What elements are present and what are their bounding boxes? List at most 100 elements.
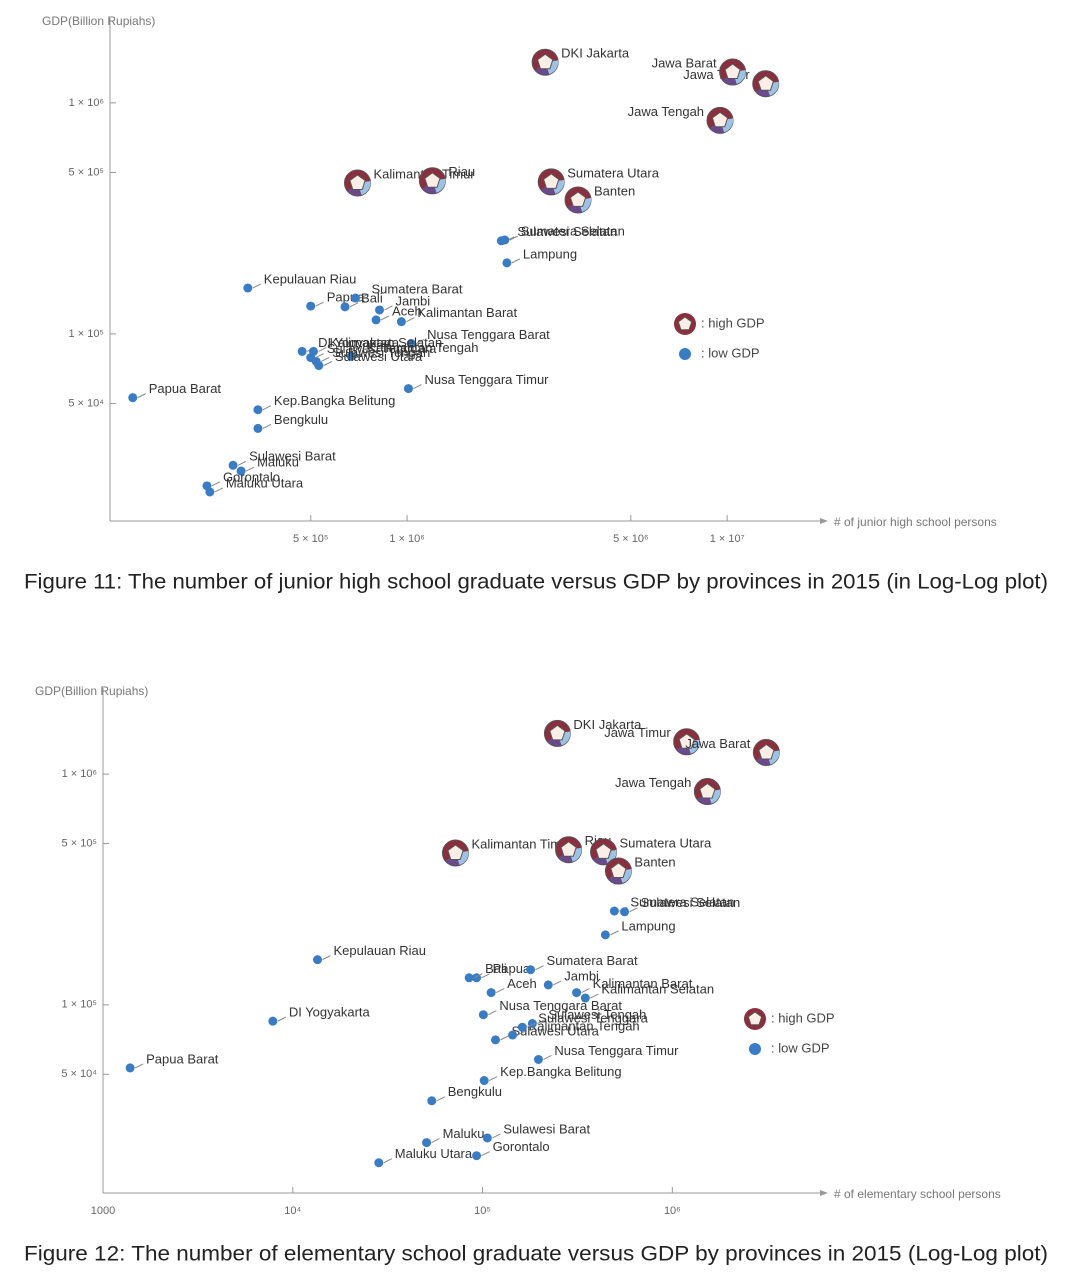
x-tick-label: 5 × 10⁶ bbox=[613, 533, 648, 545]
y-tick-label: 5 × 10⁴ bbox=[68, 397, 104, 409]
point-label: Bengkulu bbox=[274, 412, 328, 427]
low-gdp-marker bbox=[253, 405, 263, 415]
label-leader bbox=[553, 980, 562, 986]
point-label: Sulawesi Selatan bbox=[641, 895, 741, 910]
point-label: Nusa Tenggara Barat bbox=[499, 998, 622, 1013]
point-label: Sulawesi Barat bbox=[503, 1121, 590, 1136]
point-label: Sulawesi Tenggara bbox=[327, 341, 437, 356]
point-label: Sulawesi Barat bbox=[249, 449, 336, 464]
label-leader bbox=[134, 1063, 144, 1069]
low-gdp-marker bbox=[371, 315, 381, 325]
low-gdp-marker bbox=[482, 1133, 492, 1143]
label-leader bbox=[436, 1096, 445, 1102]
point-label: Sumatera Selatan bbox=[521, 223, 625, 238]
legend-label: : low GDP bbox=[701, 345, 760, 360]
label-leader bbox=[535, 965, 544, 971]
chart: GDP(Billion Rupiahs) # of elementary scho… bbox=[24, 684, 1048, 1265]
point-label: Lampung bbox=[621, 918, 675, 933]
label-leader bbox=[320, 357, 330, 362]
point-label: Jawa Timur bbox=[604, 725, 671, 740]
point-label: Kalimantan Tengah bbox=[529, 1018, 640, 1033]
label-leader bbox=[500, 1035, 509, 1041]
label-leader bbox=[488, 1076, 498, 1081]
low-gdp-marker bbox=[243, 283, 253, 293]
y-tick-label: 1 × 10⁶ bbox=[62, 768, 97, 780]
legend-label: : low GDP bbox=[771, 1040, 830, 1055]
label-leader bbox=[610, 930, 619, 936]
label-leader bbox=[214, 487, 224, 493]
label-leader bbox=[211, 481, 221, 487]
point-label: Kalimantan Selatan bbox=[601, 981, 714, 996]
x-tick-label: 10⁴ bbox=[284, 1205, 301, 1217]
point-label: Jawa Barat bbox=[652, 55, 717, 70]
label-leader bbox=[495, 988, 505, 994]
low-gdp-marker bbox=[125, 1063, 135, 1073]
low-gdp-marker bbox=[472, 1151, 482, 1161]
point-label: Kepulauan Riau bbox=[264, 271, 357, 286]
point-label: Kalimantan Selatan bbox=[329, 335, 442, 350]
low-gdp-marker bbox=[526, 965, 536, 975]
label-leader bbox=[581, 988, 590, 994]
marker-face bbox=[549, 724, 566, 741]
label-leader bbox=[406, 317, 415, 323]
low-gdp-marker bbox=[313, 955, 323, 965]
point-label: Sumatera Utara bbox=[620, 835, 713, 850]
point-label: Jambi bbox=[564, 968, 599, 983]
label-leader bbox=[349, 302, 359, 308]
label-leader bbox=[323, 361, 333, 366]
point-label: Riau bbox=[448, 164, 475, 179]
marker-face bbox=[447, 844, 464, 860]
label-leader bbox=[356, 351, 365, 357]
axis-arrow bbox=[820, 518, 828, 524]
figure-caption: Figure 11: The number of junior high sch… bbox=[24, 571, 1048, 594]
label-leader bbox=[318, 346, 327, 352]
low-gdp-marker bbox=[427, 1096, 437, 1106]
y-tick-label: 5 × 10⁵ bbox=[69, 166, 104, 178]
label-leader bbox=[509, 235, 519, 241]
y-axis-label: GDP(Billion Rupiahs) bbox=[35, 684, 148, 698]
point-label: Banten bbox=[634, 854, 675, 869]
high-gdp-marker bbox=[604, 857, 632, 885]
low-gdp-marker bbox=[572, 988, 582, 998]
marker-face bbox=[560, 841, 577, 857]
label-leader bbox=[245, 466, 255, 472]
label-leader bbox=[473, 973, 483, 979]
label-leader bbox=[384, 305, 393, 311]
point-label: Kepulauan Riau bbox=[334, 943, 427, 958]
point-label: Banten bbox=[594, 183, 635, 198]
x-axis-label: # of junior high school persons bbox=[834, 515, 997, 529]
label-leader bbox=[237, 460, 247, 466]
low-gdp-marker bbox=[340, 302, 350, 312]
point-label: Kalimantan Barat bbox=[417, 305, 517, 320]
swatch-face bbox=[677, 316, 693, 331]
point-label: Bali bbox=[361, 290, 383, 305]
point-label: Sumatera Selatan bbox=[630, 894, 734, 909]
label-leader bbox=[252, 283, 262, 289]
point-label: Sulawesi Tenggara bbox=[538, 1011, 648, 1026]
low-gdp-marker bbox=[253, 423, 263, 433]
label-leader bbox=[492, 1133, 501, 1139]
point-label: DKI Jakarta bbox=[573, 717, 642, 732]
low-gdp-marker bbox=[374, 305, 384, 315]
x-tick-label: 1 × 10⁷ bbox=[710, 533, 745, 545]
point-label: Sulawesi Tengah bbox=[548, 1007, 646, 1022]
point-label: Gorontalo bbox=[493, 1139, 550, 1154]
point-label: Bali bbox=[485, 961, 507, 976]
x-axis-label: # of elementary school persons bbox=[834, 1187, 1001, 1201]
x-tick-label: 5 × 10⁵ bbox=[293, 533, 328, 545]
point-label: Maluku bbox=[257, 454, 299, 469]
marker-face bbox=[543, 173, 560, 189]
low-gdp-marker bbox=[543, 980, 553, 990]
high-gdp-marker bbox=[693, 778, 721, 806]
label-leader bbox=[413, 384, 422, 390]
marker-face bbox=[349, 174, 366, 190]
point-label: Nusa Tenggara Timur bbox=[554, 1043, 679, 1058]
low-gdp-marker bbox=[306, 353, 316, 363]
label-leader bbox=[488, 1010, 497, 1016]
point-label: Sumatera Barat bbox=[547, 953, 638, 968]
label-leader bbox=[315, 301, 324, 307]
y-tick-label: 5 × 10⁴ bbox=[61, 1068, 97, 1080]
high-gdp-marker bbox=[719, 58, 747, 86]
x-tick-label: 1 × 10⁶ bbox=[389, 533, 424, 545]
point-label: Sulawesi Tengah bbox=[332, 345, 430, 360]
